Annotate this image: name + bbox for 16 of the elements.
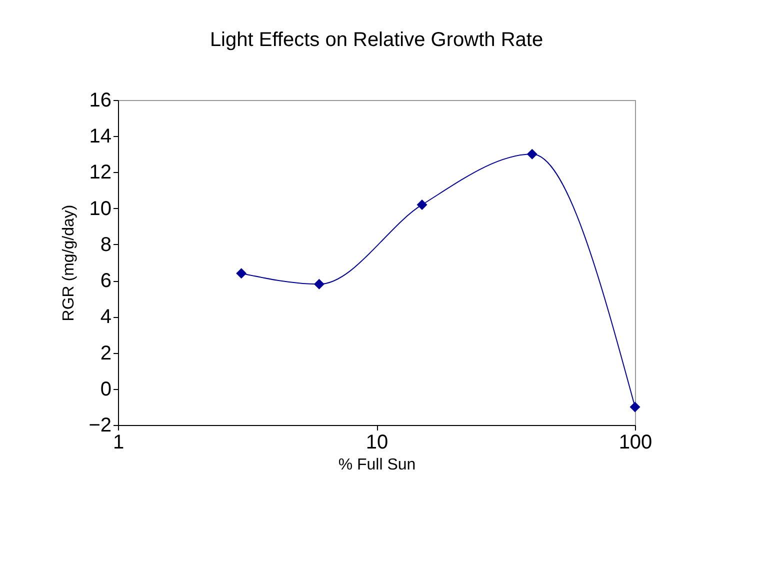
y-tick-label: 16 [89, 90, 112, 112]
y-tick-label: −2 [88, 414, 112, 436]
y-tick-label: 12 [89, 162, 112, 184]
y-tick-label: 2 [100, 342, 112, 364]
chart-title: Light Effects on Relative Growth Rate [210, 29, 544, 51]
y-tick-label: 4 [100, 306, 112, 328]
x-tick-label: 1 [112, 432, 124, 454]
y-tick-label: 8 [100, 234, 112, 256]
y-tick-label: 14 [89, 126, 112, 148]
y-axis-title: RGR (mg/g/day) [60, 204, 78, 322]
y-tick-label: 10 [89, 198, 112, 220]
x-tick-label: 10 [366, 432, 388, 454]
y-tick-label: 0 [100, 378, 112, 400]
x-tick-label: 100 [618, 432, 652, 454]
x-axis-title: % Full Sun [338, 456, 416, 474]
y-tick-label: 6 [100, 270, 112, 292]
